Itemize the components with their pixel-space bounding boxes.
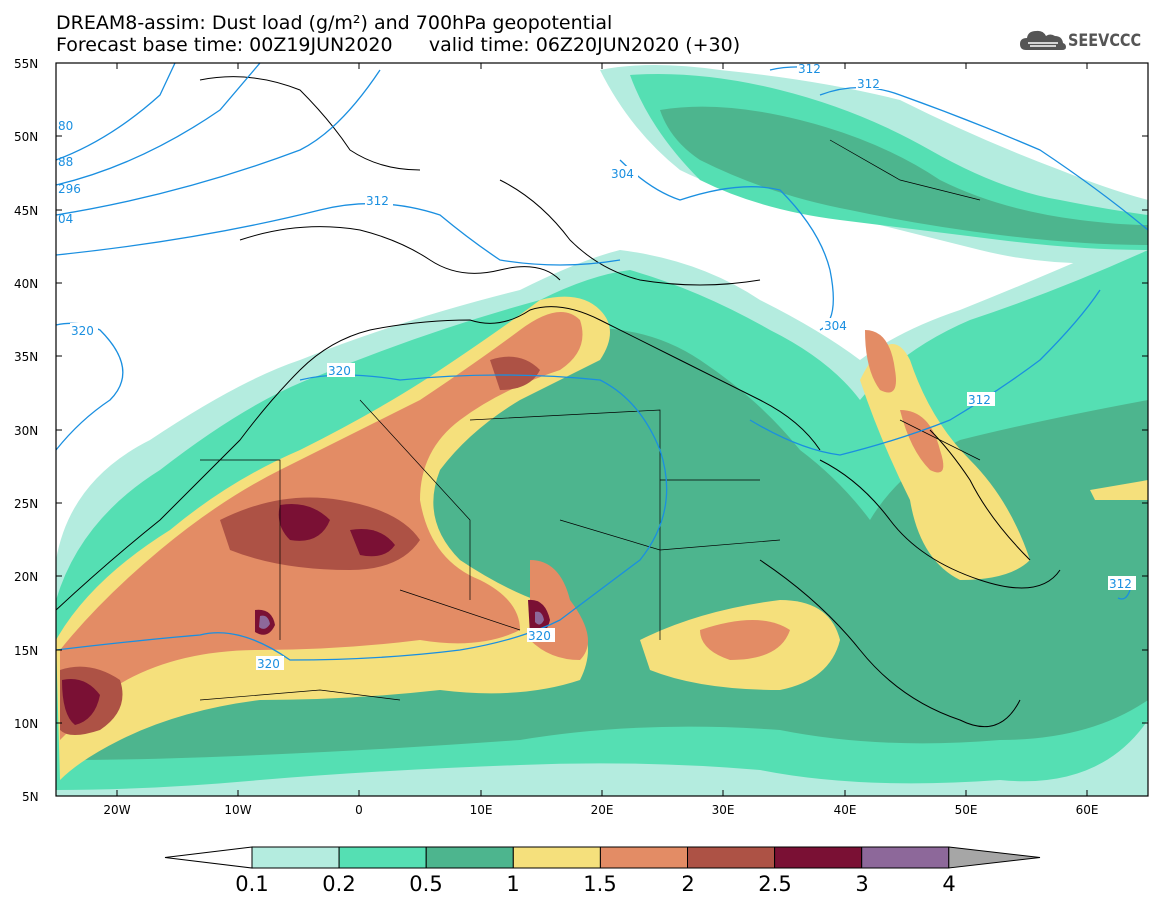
contour-label: 296 (58, 182, 81, 196)
lat-label: 30N (14, 424, 38, 438)
colorbar-swatch (338, 846, 427, 869)
contour-label: 312 (1109, 577, 1132, 591)
cloud-icon (1020, 30, 1066, 50)
map-title: DREAM8-assim: Dust load (g/m²) and 700hP… (56, 12, 613, 34)
lon-label: 20W (103, 803, 130, 817)
colorbar-label: 0.1 (235, 872, 269, 896)
colorbar-swatch (251, 846, 340, 869)
lon-label: 10E (470, 803, 493, 817)
coastlines (56, 76, 1061, 728)
lat-label: 35N (14, 350, 38, 364)
colorbar-label: 3 (855, 872, 869, 896)
lat-label: 10N (14, 717, 38, 731)
logo-text: SEEVCCC (1068, 31, 1142, 51)
lon-label: 10W (224, 803, 251, 817)
colorbar-swatch (687, 846, 776, 869)
contour-label: 04 (58, 212, 73, 226)
colorbar-arrow-low (164, 846, 253, 869)
lat-label: 15N (14, 644, 38, 658)
lat-label: 20N (14, 570, 38, 584)
longitude-labels: 20W 10W 0 10E 20E 30E 40E 50E 60E (103, 803, 1098, 817)
colorbar-label: 2 (681, 872, 695, 896)
axis-ticks (56, 62, 1148, 796)
contour-label: 88 (58, 155, 73, 169)
colorbar-label: 1.5 (583, 872, 617, 896)
lat-label: 40N (14, 277, 38, 291)
lat-label: 25N (14, 497, 38, 511)
lon-label: 20E (591, 803, 614, 817)
colorbar-swatch (425, 846, 514, 869)
lat-label: 5N (22, 790, 39, 804)
colorbar-label: 0.5 (409, 872, 443, 896)
contour-label: 320 (71, 324, 94, 338)
contour-label: 304 (611, 167, 634, 181)
latitude-labels: 55N 50N 45N 40N 35N 30N 25N 20N 15N 10N … (14, 57, 39, 804)
colorbar-label: 4 (942, 872, 956, 896)
contour-label: 320 (257, 657, 280, 671)
seevccc-logo: SEEVCCC (1018, 28, 1154, 54)
lon-label: 0 (355, 803, 363, 817)
lon-label: 60E (1076, 803, 1099, 817)
lat-label: 55N (14, 57, 38, 71)
lon-label: 40E (834, 803, 857, 817)
colorbar-label: 0.2 (322, 872, 356, 896)
colorbar-swatch (861, 846, 950, 869)
country-borders (199, 139, 981, 701)
contour-label: 312 (798, 62, 821, 76)
contour-label: 312 (857, 77, 880, 91)
colorbar-swatch (599, 846, 689, 869)
contour-label: 80 (58, 119, 73, 133)
lat-label: 50N (14, 130, 38, 144)
contour-label: 320 (328, 364, 351, 378)
contour-label: 304 (824, 319, 847, 333)
colorbar-label: 2.5 (758, 872, 792, 896)
colorbar-swatch (774, 846, 863, 869)
lon-label: 50E (955, 803, 978, 817)
forecast-times: Forecast base time: 00Z19JUN2020 valid t… (56, 34, 741, 56)
contour-label: 320 (528, 629, 551, 643)
colorbar (164, 846, 1041, 869)
contour-labels: 312 312 304 312 304 312 312 320 320 320 … (58, 61, 1136, 671)
colorbar-swatch (512, 846, 601, 869)
colorbar-arrow-high (948, 846, 1041, 869)
lat-label: 45N (14, 204, 38, 218)
lon-label: 30E (712, 803, 735, 817)
contour-label: 312 (366, 194, 389, 208)
contour-label: 312 (968, 393, 991, 407)
colorbar-label: 1 (506, 872, 520, 896)
